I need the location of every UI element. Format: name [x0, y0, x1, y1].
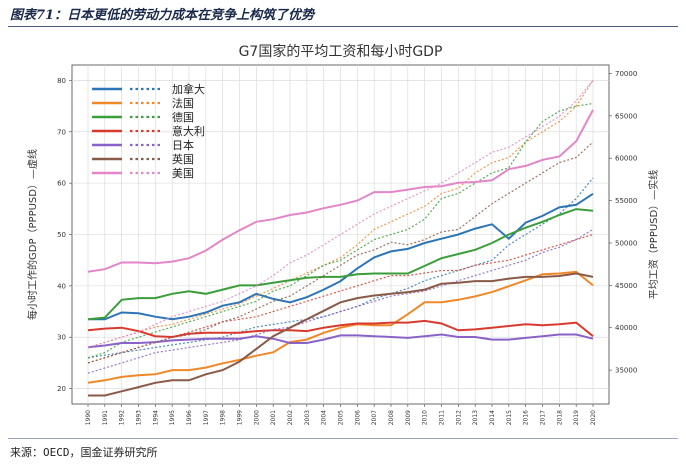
- x-tick-label: 1998: [220, 410, 227, 425]
- x-tick-label: 2005: [338, 410, 345, 425]
- x-tick-label: 1999: [237, 410, 244, 425]
- x-tick-label: 2002: [287, 410, 294, 425]
- right-tick-label: 45000: [615, 282, 637, 290]
- wage-line-日本: [87, 333, 594, 349]
- x-tick-label: 2013: [472, 410, 479, 425]
- right-tick-label: 65000: [615, 112, 637, 120]
- legend-label: 加拿大: [172, 82, 205, 96]
- wage-line-加拿大: [88, 192, 594, 321]
- x-tick-label: 1991: [102, 410, 109, 425]
- gdp-line-英国: [87, 141, 594, 364]
- legend-label: 意大利: [172, 124, 205, 138]
- left-tick-label: 30: [57, 334, 66, 342]
- left-tick-label: 70: [57, 128, 66, 136]
- x-tick-label: 2020: [590, 410, 597, 425]
- x-tick-label: 2009: [405, 410, 412, 425]
- gdp-line-美国: [87, 80, 594, 349]
- x-tick-label: 2006: [354, 410, 361, 425]
- x-tick-label: 2017: [540, 410, 547, 425]
- right-tick-label: 70000: [615, 70, 637, 78]
- left-tick-label: 50: [57, 231, 66, 239]
- right-tick-label: 35000: [615, 367, 637, 375]
- x-tick-label: 2019: [573, 410, 580, 425]
- legend-label: 英国: [172, 152, 194, 166]
- x-tick-label: 2018: [556, 410, 563, 425]
- gdp-line-日本: [87, 228, 594, 374]
- x-tick-label: 1990: [85, 410, 92, 425]
- x-tick-label: 1997: [203, 410, 210, 425]
- x-tick-label: 2015: [506, 410, 513, 425]
- x-tick-label: 1993: [136, 410, 143, 425]
- source-rule: [8, 438, 678, 439]
- left-tick-label: 80: [57, 77, 66, 85]
- wage-line-英国: [88, 272, 594, 397]
- x-tick-label: 1992: [119, 410, 126, 425]
- right-tick-label: 50000: [615, 239, 637, 247]
- x-tick-label: 2011: [439, 410, 446, 425]
- x-tick-label: 2008: [388, 410, 395, 425]
- x-tick-label: 2016: [523, 410, 530, 425]
- legend-label: 日本: [172, 138, 194, 152]
- left-tick-label: 20: [57, 385, 66, 393]
- caption-rule: [8, 26, 678, 27]
- x-tick-label: 2007: [371, 410, 378, 425]
- wage-line-法国: [87, 270, 594, 384]
- x-tick-label: 2004: [321, 410, 328, 425]
- left-tick-label: 40: [57, 282, 66, 290]
- x-tick-label: 1996: [186, 410, 193, 425]
- x-tick-label: 1995: [169, 410, 176, 425]
- legend-label: 美国: [172, 167, 194, 180]
- x-tick-label: 2010: [422, 410, 429, 425]
- legend-label: 德国: [172, 110, 194, 124]
- x-tick-label: 2003: [304, 410, 311, 425]
- left-tick-label: 60: [57, 180, 66, 188]
- gdp-line-德国: [87, 102, 594, 359]
- wage-line-德国: [87, 208, 594, 321]
- x-tick-label: 1994: [152, 410, 159, 425]
- x-tick-label: 2012: [455, 410, 462, 425]
- right-axis-label: 平均工资（PPPUSD）—实线: [647, 170, 660, 299]
- x-tick-label: 2000: [253, 410, 260, 425]
- figure-caption: 图表71：日本更低的劳动力成本在竞争上构筑了优势: [10, 8, 315, 23]
- wage-line-美国: [87, 109, 594, 273]
- gdp-line-法国: [87, 80, 594, 349]
- right-tick-label: 40000: [615, 324, 637, 332]
- left-axis-label: 每小时工作的GDP（PPPUSD）—虚线: [26, 149, 39, 320]
- source-note: 来源：OECD，国金证券研究所: [10, 446, 158, 459]
- right-tick-label: 55000: [615, 197, 637, 205]
- legend-label: 法国: [172, 96, 194, 110]
- x-tick-label: 2014: [489, 410, 496, 425]
- right-tick-label: 60000: [615, 155, 637, 163]
- x-tick-label: 2001: [270, 410, 277, 425]
- chart-title: G7国家的平均工资和每小时GDP: [239, 43, 443, 60]
